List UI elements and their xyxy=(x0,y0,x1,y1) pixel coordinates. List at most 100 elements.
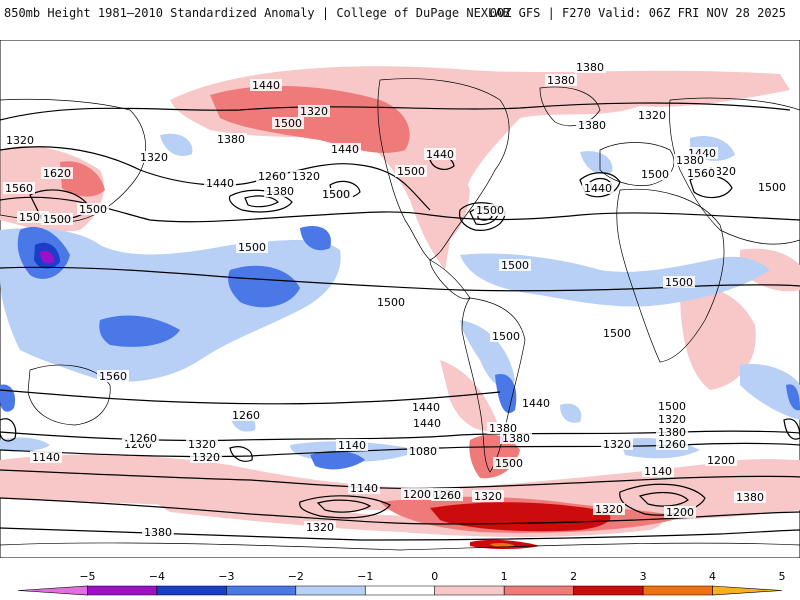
anomaly-region-pos1 xyxy=(419,165,470,245)
contour-label: 1440 xyxy=(426,148,454,161)
contour-label: 1440 xyxy=(412,401,440,414)
colorbar-tick-label: 0 xyxy=(431,570,438,583)
colorbar-tick-label: 3 xyxy=(640,570,647,583)
contour-label: 1500 xyxy=(238,241,266,254)
colorbar-tick-label: 1 xyxy=(501,570,508,583)
contour-label-bg xyxy=(656,413,688,425)
contour-label-bg xyxy=(582,182,614,194)
anomaly-region-pos4 xyxy=(490,542,515,548)
contour-label: 1500 xyxy=(665,276,693,289)
contour-label: 1500 xyxy=(476,204,504,217)
height-contour xyxy=(244,195,279,208)
continent-outline xyxy=(429,259,471,300)
contour-label: 1500 xyxy=(603,327,631,340)
contour-label: 1320 xyxy=(474,490,502,503)
anomaly-region-neg2 xyxy=(99,315,180,347)
anomaly-region-neg4 xyxy=(40,250,55,264)
colorbar-tick-label: −2 xyxy=(288,570,304,583)
continent-outline xyxy=(0,542,800,551)
colorbar-tick-label: 2 xyxy=(570,570,577,583)
contour-label-bg xyxy=(636,109,668,121)
contour-label-bg xyxy=(3,182,35,194)
contour-label: 1440 xyxy=(413,417,441,430)
colorbar-segment xyxy=(87,585,158,596)
contour-label: 1380 xyxy=(658,426,686,439)
colorbar-tick-label: −1 xyxy=(357,570,373,583)
height-contour xyxy=(458,202,506,231)
contour-label-bg xyxy=(410,401,442,413)
contour-label: 1500 xyxy=(492,330,520,343)
contour-label: 1560 xyxy=(687,167,715,180)
contour-label: 1260 xyxy=(258,170,286,183)
contour-label-bg xyxy=(656,400,688,412)
continent-outline xyxy=(461,297,526,473)
contour-label-bg xyxy=(97,370,129,382)
contour-label-bg xyxy=(545,74,577,86)
contour-label: 1500 xyxy=(397,165,425,178)
contour-label: 1500 xyxy=(495,457,523,470)
contour-label-bg xyxy=(41,167,73,179)
contour-label: 1200 xyxy=(707,454,735,467)
contour-label: 1500 xyxy=(377,296,405,309)
contour-label: 1320 xyxy=(658,413,686,426)
contour-label-bg xyxy=(656,438,688,450)
contour-label: 1440 xyxy=(331,143,359,156)
contour-label: 1080 xyxy=(409,445,437,458)
contour-label: 1320 xyxy=(6,134,34,147)
contour-label-bg xyxy=(186,438,218,450)
contour-label: 1380 xyxy=(576,61,604,74)
contour-label: 1140 xyxy=(644,465,672,478)
height-contour xyxy=(0,146,431,211)
anomaly-region-neg1 xyxy=(560,403,582,423)
contour-label-bg xyxy=(4,134,36,146)
colorbar-tick-label: −4 xyxy=(149,570,165,583)
colorbar-segment xyxy=(434,585,505,596)
contour-label: 1620 xyxy=(43,167,71,180)
contour-label-bg xyxy=(642,465,674,477)
contour-label: 1380 xyxy=(489,422,517,435)
contour-label-bg xyxy=(204,177,236,189)
contour-label-bg xyxy=(734,491,766,503)
contour-label-bg xyxy=(424,148,456,160)
anomaly-region-neg1 xyxy=(0,437,50,452)
height-contour xyxy=(229,446,253,462)
height-contour xyxy=(0,266,800,292)
contour-label-bg xyxy=(756,181,788,193)
contour-label-bg xyxy=(215,133,247,145)
contour-label-bg xyxy=(407,445,439,457)
contour-label: 1380 xyxy=(266,185,294,198)
anomaly-region-neg1 xyxy=(740,364,800,420)
contour-label-bg xyxy=(336,439,368,451)
contour-label-bg xyxy=(576,119,608,131)
contour-label: 1380 xyxy=(502,432,530,445)
contour-label-bg xyxy=(41,213,73,225)
contour-label-bg xyxy=(290,170,322,182)
contour-label-bg xyxy=(348,482,380,494)
contour-label-bg xyxy=(685,167,717,179)
contour-label-bg xyxy=(499,259,531,271)
height-contour xyxy=(579,172,621,198)
continent-outline xyxy=(377,78,510,261)
contour-label: 1320 xyxy=(140,151,168,164)
contour-label-bg xyxy=(639,168,671,180)
continent-outline xyxy=(599,142,675,186)
anomaly-region-neg2 xyxy=(228,265,300,308)
contour-label-bg xyxy=(250,79,282,91)
contour-label: 1320 xyxy=(306,521,334,534)
contour-label: 1380 xyxy=(578,119,606,132)
contour-label: 1320 xyxy=(192,451,220,464)
contour-label: 1260 xyxy=(433,489,461,502)
contour-label-bg xyxy=(472,490,504,502)
colorbar-segment xyxy=(364,585,436,596)
colorbar-segment xyxy=(712,585,783,596)
contour-label-bg xyxy=(593,503,625,515)
contour-label-bg xyxy=(656,426,688,438)
model-run-info: 00Z GFS | F270 Valid: 06Z FRI NOV 28 202… xyxy=(489,6,786,20)
continent-outline xyxy=(616,188,725,363)
colorbar-segment xyxy=(295,585,366,596)
contour-label: 1260 xyxy=(232,409,260,422)
contour-label-bg xyxy=(493,457,525,469)
contour-label: 1320 xyxy=(292,170,320,183)
height-contour xyxy=(228,189,293,213)
colorbar-tick-label: 5 xyxy=(779,570,786,583)
